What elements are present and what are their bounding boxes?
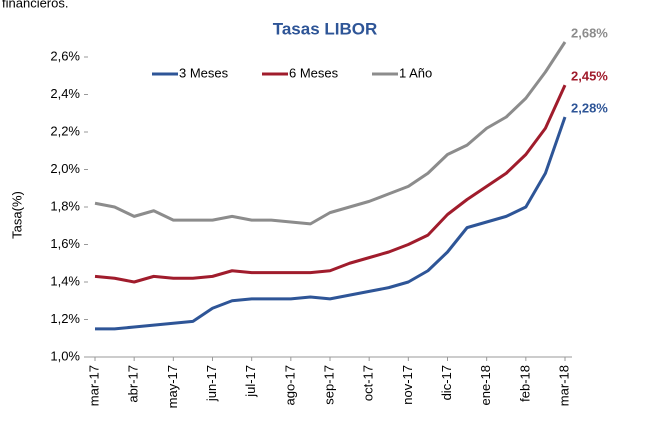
legend-label: 3 Meses <box>179 65 229 80</box>
y-tick-label: 1,2% <box>50 311 80 326</box>
y-tick-label: 2,4% <box>50 86 80 101</box>
series-line <box>94 84 567 284</box>
series-line <box>95 116 567 331</box>
legend-label: 1 Año <box>399 65 432 80</box>
legend-label: 6 Meses <box>289 65 339 80</box>
y-tick-label: 2,2% <box>50 123 80 138</box>
x-tick-label: ene-18 <box>478 365 493 405</box>
x-tick-label: mar-17 <box>86 365 101 406</box>
value-label: 2,28% <box>571 100 608 115</box>
x-tick-label: nov-17 <box>400 365 415 405</box>
x-tick-label: jul-17 <box>243 365 258 398</box>
y-tick-label: 2,6% <box>50 48 80 63</box>
y-tick-label: 1,0% <box>50 348 80 363</box>
x-tick-label: jun-17 <box>204 365 219 402</box>
y-axis-label: Tasa(%) <box>9 191 24 239</box>
x-tick-label: may-17 <box>165 365 180 408</box>
x-tick-label: mar-18 <box>556 365 571 406</box>
x-tick-label: abr-17 <box>126 365 141 403</box>
x-tick-label: sep-17 <box>321 365 336 405</box>
y-tick-label: 1,8% <box>50 198 80 213</box>
y-tick-label: 1,6% <box>50 236 80 251</box>
value-label: 2,45% <box>571 69 608 84</box>
value-label: 2,68% <box>571 25 608 40</box>
y-tick-label: 2,0% <box>50 161 80 176</box>
x-tick-label: oct-17 <box>361 365 376 401</box>
y-tick-label: 1,4% <box>50 273 80 288</box>
series-line <box>94 41 567 226</box>
caption: financieros. <box>2 0 68 10</box>
chart-title: Tasas LIBOR <box>273 19 378 38</box>
x-tick-label: feb-18 <box>517 365 532 402</box>
x-tick-label: dic-17 <box>439 365 454 400</box>
x-tick-label: ago-17 <box>282 365 297 405</box>
